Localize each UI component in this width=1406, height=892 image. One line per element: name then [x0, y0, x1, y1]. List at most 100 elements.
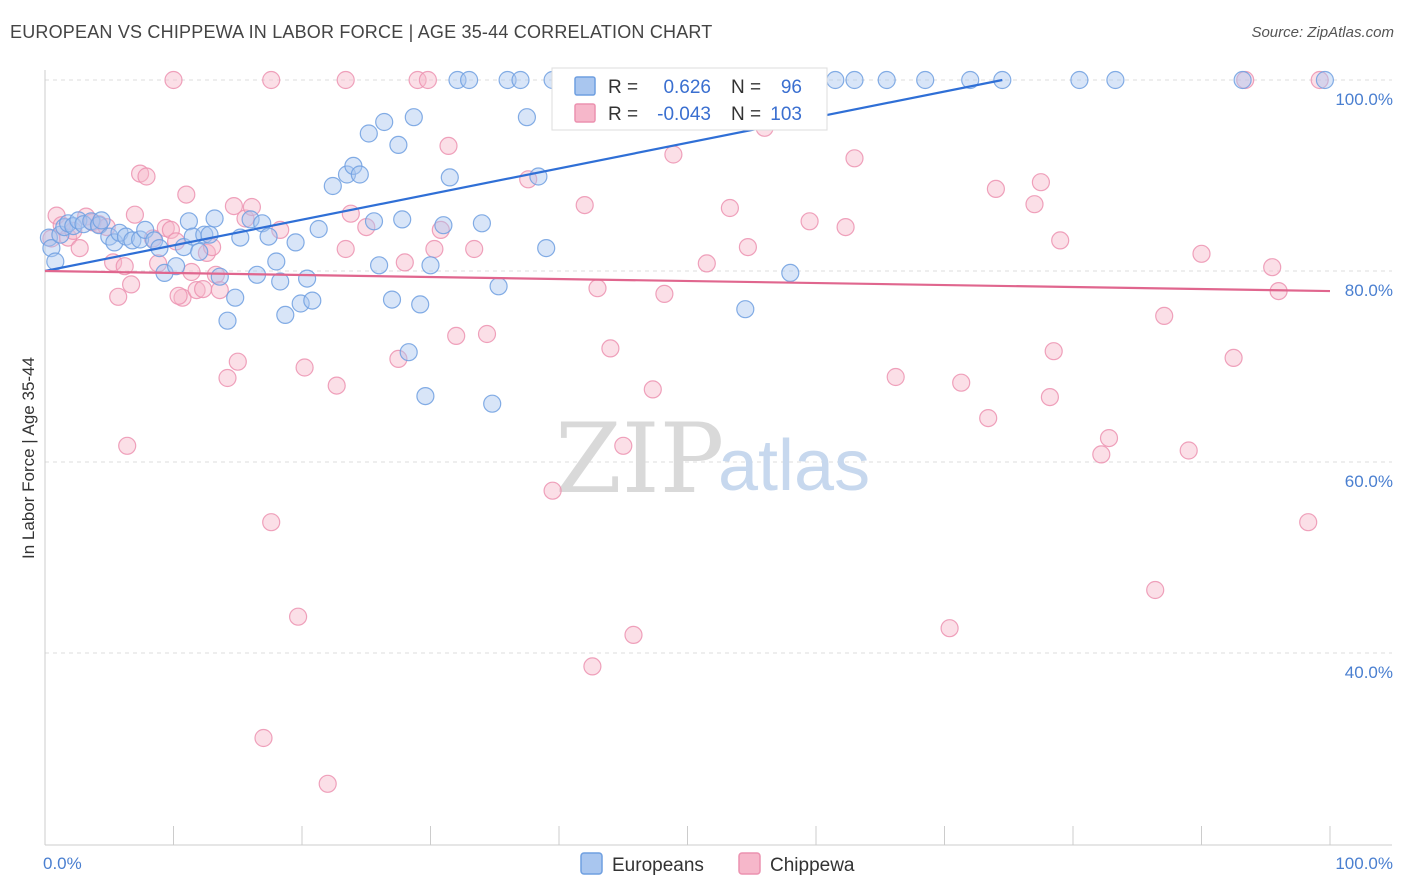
- chippewa-point: [643, 380, 662, 399]
- europeans-point: [350, 165, 369, 184]
- chippewa-point: [210, 281, 229, 300]
- chippewa-point: [262, 70, 281, 90]
- chippewa-point: [169, 286, 188, 305]
- chippewa-point: [477, 324, 497, 344]
- chippewa-point: [845, 149, 864, 168]
- europeans-point: [370, 256, 389, 275]
- europeans-point: [200, 225, 219, 244]
- europeans-point: [411, 295, 430, 314]
- chippewa-point: [543, 481, 562, 500]
- chippewa-point: [425, 239, 444, 259]
- chippewa-point: [624, 625, 643, 645]
- europeans-point: [259, 227, 278, 246]
- gridlines: [45, 79, 1392, 654]
- chippewa-point: [336, 70, 355, 90]
- tick-labels: 100.0% 80.0% 60.0% 40.0% 0.0% 100.0%: [43, 90, 1393, 873]
- chippewa-point: [1031, 173, 1051, 192]
- europeans-point: [276, 305, 295, 324]
- europeans-point: [1233, 70, 1252, 90]
- europeans-point: [961, 70, 980, 90]
- chippewa-point: [1310, 70, 1329, 90]
- chippewa-point: [575, 196, 594, 215]
- chippewa-point: [1192, 244, 1211, 263]
- europeans-point: [1106, 70, 1125, 90]
- legend-europeans-swatch: [580, 852, 603, 875]
- chippewa-point: [720, 198, 740, 218]
- chippewa-point: [194, 280, 213, 299]
- chippewa-point: [289, 607, 308, 626]
- europeans-point: [845, 70, 864, 90]
- legend: Europeans Chippewa: [580, 852, 855, 876]
- stats-box: R = 0.626 N = 96 R = -0.043 N = 103: [551, 67, 828, 131]
- europeans-point: [58, 214, 78, 233]
- europeans-point: [218, 311, 237, 330]
- chippewa-point: [738, 238, 758, 257]
- chippewa-point: [118, 436, 137, 455]
- chippewa-point: [836, 218, 855, 237]
- chippewa-point: [336, 239, 355, 259]
- europeans-point: [877, 70, 896, 90]
- europeans-point: [1070, 70, 1089, 90]
- europeans-swatch: [574, 76, 596, 96]
- europeans-point: [286, 233, 305, 252]
- chippewa-point: [697, 254, 716, 273]
- europeans-point: [916, 70, 935, 90]
- europeans-point: [190, 242, 209, 261]
- chippewa-swatch: [574, 103, 596, 123]
- chippewa-point: [161, 220, 180, 239]
- chippewa-point: [125, 205, 144, 224]
- chippewa-point: [1040, 388, 1060, 407]
- watermark-atlas: atlas: [718, 426, 870, 506]
- europeans-point: [382, 290, 402, 309]
- chippewa-point: [197, 243, 216, 262]
- chippewa-point: [389, 349, 408, 368]
- chippewa-point: [1092, 445, 1111, 464]
- chippewa-point: [318, 774, 337, 793]
- europeans-point: [210, 267, 229, 286]
- europeans-n-value: 96: [781, 77, 802, 98]
- chippewa-point: [122, 275, 141, 294]
- chippewa-point: [1155, 306, 1174, 325]
- chippewa-point: [588, 279, 607, 298]
- europeans-point: [511, 70, 530, 90]
- chippewa-point: [408, 70, 427, 90]
- europeans-point: [267, 252, 286, 271]
- chippewa-point: [1051, 231, 1070, 250]
- chippewa-point: [979, 409, 998, 428]
- europeans-point: [1315, 70, 1335, 90]
- europeans-point: [271, 272, 290, 291]
- chippewa-point: [137, 167, 156, 186]
- chippewa-r-label: R =: [608, 104, 638, 125]
- europeans-point: [472, 214, 491, 233]
- legend-chippewa-swatch: [738, 852, 761, 875]
- chippewa-point: [1299, 513, 1318, 532]
- europeans-point: [205, 209, 224, 228]
- y-axis-label: In Labor Force | Age 35-44: [19, 357, 38, 559]
- chippewa-point: [295, 358, 314, 377]
- europeans-point: [404, 108, 423, 127]
- europeans-point: [226, 288, 245, 307]
- chippewa-point: [614, 436, 633, 455]
- europeans-point: [136, 220, 155, 239]
- chippewa-point: [583, 657, 602, 676]
- chippewa-point: [952, 373, 971, 392]
- axes: [44, 70, 1392, 846]
- chippewa-point: [70, 239, 89, 258]
- europeans-point: [399, 343, 418, 362]
- europeans-point: [537, 239, 556, 258]
- chippewa-point: [218, 368, 237, 388]
- source-credit: Source: ZipAtlas.com: [1251, 24, 1394, 41]
- chippewa-point: [236, 209, 255, 228]
- europeans-point: [309, 219, 328, 239]
- europeans-point: [416, 387, 435, 406]
- europeans-trend-line: [44, 78, 1003, 273]
- europeans-point: [89, 216, 109, 235]
- chippewa-point: [601, 339, 620, 358]
- europeans-point: [440, 168, 459, 187]
- europeans-point: [105, 233, 124, 252]
- chippewa-point: [800, 212, 819, 231]
- chippewa-point: [327, 376, 346, 395]
- europeans-point: [167, 257, 186, 276]
- europeans-point: [131, 230, 150, 249]
